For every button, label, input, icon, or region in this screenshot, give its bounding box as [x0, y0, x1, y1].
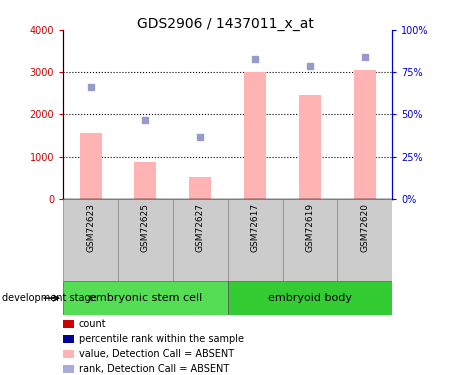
Point	[361, 54, 368, 60]
Bar	[189, 177, 212, 199]
Text: GSM72625: GSM72625	[141, 203, 150, 252]
Text: rank, Detection Call = ABSENT: rank, Detection Call = ABSENT	[79, 364, 229, 374]
Text: GSM72623: GSM72623	[86, 203, 95, 252]
Bar	[228, 199, 283, 281]
Text: development stage: development stage	[2, 293, 97, 303]
Text: GSM72619: GSM72619	[306, 203, 314, 252]
Bar	[134, 162, 156, 199]
Bar	[118, 199, 173, 281]
Bar	[244, 72, 266, 199]
Text: value, Detection Call = ABSENT: value, Detection Call = ABSENT	[79, 349, 234, 359]
Text: count: count	[79, 319, 106, 329]
Text: percentile rank within the sample: percentile rank within the sample	[79, 334, 244, 344]
Point	[252, 56, 259, 62]
Bar	[173, 199, 228, 281]
Bar	[228, 281, 392, 315]
Text: embryonic stem cell: embryonic stem cell	[89, 293, 202, 303]
Text: GSM72617: GSM72617	[251, 203, 260, 252]
Point	[142, 117, 149, 123]
Point	[87, 84, 94, 90]
Point	[307, 63, 314, 69]
Bar	[299, 95, 321, 199]
Bar	[63, 281, 228, 315]
Bar	[337, 199, 392, 281]
Bar	[80, 132, 101, 199]
Text: GSM72627: GSM72627	[196, 203, 205, 252]
Text: embryoid body: embryoid body	[268, 293, 352, 303]
Bar	[354, 70, 376, 199]
Text: GDS2906 / 1437011_x_at: GDS2906 / 1437011_x_at	[137, 17, 314, 31]
Bar	[63, 199, 118, 281]
Point	[197, 134, 204, 140]
Bar	[283, 199, 337, 281]
Text: GSM72620: GSM72620	[360, 203, 369, 252]
